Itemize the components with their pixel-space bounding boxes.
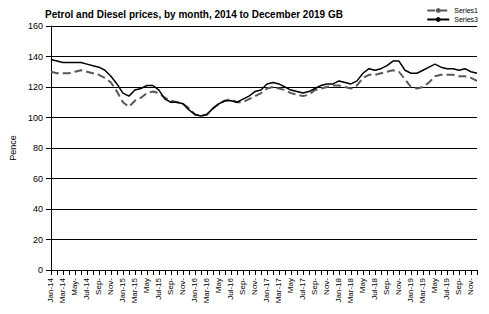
- svg-text:40: 40: [33, 204, 43, 214]
- svg-text:Mar-16: Mar-16: [202, 277, 211, 303]
- svg-text:Nov-: Nov-: [322, 278, 331, 295]
- svg-text:Mar-18: Mar-18: [346, 277, 355, 303]
- svg-text:Jan-14: Jan-14: [46, 277, 55, 302]
- svg-text:Jul-17: Jul-17: [298, 277, 307, 299]
- svg-text:May: May: [286, 278, 295, 293]
- svg-text:Nov-: Nov-: [466, 278, 475, 295]
- svg-text:140: 140: [28, 52, 43, 62]
- svg-text:20: 20: [33, 235, 43, 245]
- svg-text:Sep-: Sep-: [454, 278, 463, 295]
- svg-text:May: May: [142, 278, 151, 293]
- svg-text:60: 60: [33, 174, 43, 184]
- svg-text:Jul-15: Jul-15: [154, 277, 163, 299]
- svg-text:Petrol and Diesel prices, by m: Petrol and Diesel prices, by month, 2014…: [45, 9, 343, 20]
- svg-text:Jan-16: Jan-16: [190, 277, 199, 302]
- svg-text:Jul-16: Jul-16: [226, 277, 235, 299]
- svg-text:Jan-19: Jan-19: [406, 277, 415, 302]
- svg-text:Sep-: Sep-: [382, 278, 391, 295]
- svg-text:Mar-17: Mar-17: [274, 277, 283, 303]
- svg-text:100: 100: [28, 113, 43, 123]
- svg-text:May: May: [214, 278, 223, 293]
- svg-text:Nov-: Nov-: [106, 278, 115, 295]
- svg-text:160: 160: [28, 21, 43, 31]
- svg-text:Jan-17: Jan-17: [262, 277, 271, 302]
- svg-text:Mar-14: Mar-14: [58, 277, 67, 303]
- svg-text:May: May: [430, 278, 439, 293]
- svg-text:Mar-19: Mar-19: [418, 277, 427, 303]
- svg-text:Nov-: Nov-: [394, 278, 403, 295]
- svg-text:Nov-: Nov-: [178, 278, 187, 295]
- svg-text:Series1: Series1: [454, 7, 478, 14]
- svg-text:Jul-19: Jul-19: [442, 277, 451, 299]
- svg-text:May: May: [358, 278, 367, 293]
- svg-text:Pence: Pence: [8, 135, 18, 161]
- svg-text:Jul-18: Jul-18: [370, 277, 379, 299]
- svg-text:80: 80: [33, 143, 43, 153]
- svg-text:Mar-15: Mar-15: [130, 277, 139, 303]
- svg-text:0: 0: [38, 265, 43, 275]
- svg-text:Sep-: Sep-: [166, 278, 175, 295]
- svg-text:Sep-: Sep-: [238, 278, 247, 295]
- svg-text:Jul-14: Jul-14: [82, 277, 91, 299]
- svg-text:Sep-: Sep-: [310, 278, 319, 295]
- svg-text:Jan-15: Jan-15: [118, 277, 127, 302]
- svg-text:120: 120: [28, 82, 43, 92]
- svg-text:Jan-18: Jan-18: [334, 277, 343, 302]
- svg-text:May-: May-: [70, 278, 79, 296]
- svg-text:Series3: Series3: [454, 16, 478, 23]
- svg-text:Sep-: Sep-: [94, 278, 103, 295]
- svg-text:Nov-: Nov-: [250, 278, 259, 295]
